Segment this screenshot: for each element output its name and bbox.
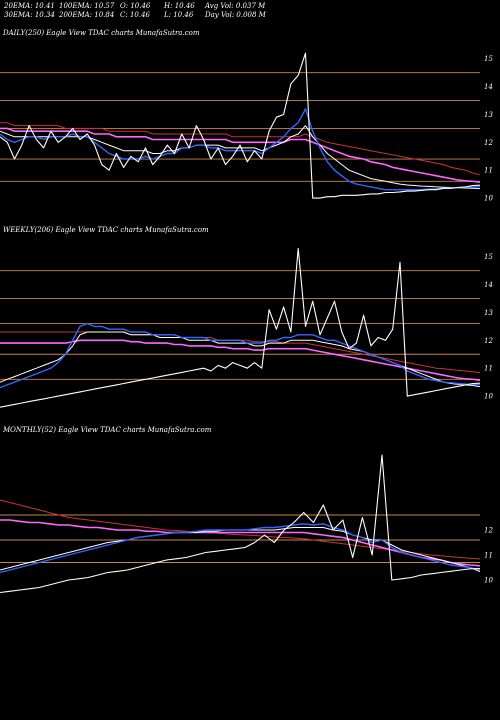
weekly-ema200-line bbox=[0, 331, 481, 374]
daily-price-line bbox=[0, 52, 481, 199]
ema100-readout: 100EMA: 10.57 bbox=[59, 2, 115, 10]
monthly-price-line bbox=[0, 454, 481, 594]
weekly-price-line bbox=[0, 247, 481, 408]
weekly-ema20-line bbox=[0, 322, 481, 389]
ema30-readout: 30EMA: 10.34 bbox=[4, 11, 55, 19]
daily-y-tick-label: 14 bbox=[484, 83, 493, 91]
monthly-ema30-line bbox=[0, 527, 481, 572]
monthly-y-tick-label: 12 bbox=[484, 527, 493, 535]
weekly-y-tick-label: 12 bbox=[484, 337, 493, 345]
weekly-y-tick-label: 15 bbox=[484, 253, 493, 261]
close-readout: C: 10.46 bbox=[120, 11, 150, 19]
low-readout: L: 10.46 bbox=[164, 11, 194, 19]
ema200-readout: 200EMA: 10.84 bbox=[59, 11, 115, 19]
weekly-ema100-line bbox=[0, 339, 481, 381]
daily-ema100-line bbox=[0, 127, 481, 183]
daily-y-tick-label: 12 bbox=[484, 139, 493, 147]
weekly-chart-label: WEEKLY(206) Eagle View TDAC charts Munaf… bbox=[3, 226, 209, 234]
daily-y-tick-label: 10 bbox=[484, 195, 493, 203]
monthly-y-tick-label: 10 bbox=[484, 577, 493, 585]
daily-y-tick-label: 11 bbox=[484, 167, 493, 175]
monthly-ema100-line bbox=[0, 519, 481, 567]
monthly-chart-label: MONTHLY(52) Eagle View TDAC charts Munaf… bbox=[3, 426, 212, 434]
ema20-readout: 20EMA: 10.41 bbox=[4, 2, 55, 10]
weekly-y-tick-label: 11 bbox=[484, 365, 493, 373]
monthly-y-tick-label: 11 bbox=[484, 552, 493, 560]
monthly-ema20-line bbox=[0, 523, 481, 574]
daily-y-tick-label: 15 bbox=[484, 55, 493, 63]
weekly-chart: 10 11 12 13 14 15 bbox=[0, 247, 493, 408]
weekly-y-tick-label: 10 bbox=[484, 393, 493, 401]
day-vol-readout: Day Vol: 0.008 M bbox=[205, 11, 266, 19]
monthly-chart: 10 11 12 bbox=[0, 454, 493, 594]
daily-y-tick-label: 13 bbox=[484, 111, 493, 119]
daily-ema20-line bbox=[0, 108, 481, 191]
daily-ema200-line bbox=[0, 122, 481, 176]
daily-chart-label: DAILY(250) Eagle View TDAC charts Munafa… bbox=[3, 29, 200, 37]
avg-vol-readout: Avg Vol: 0.037 M bbox=[205, 2, 266, 10]
daily-chart: 10 11 12 13 14 15 bbox=[0, 52, 493, 203]
weekly-y-tick-label: 14 bbox=[484, 281, 493, 289]
daily-ema30-line bbox=[0, 125, 481, 190]
open-readout: O: 10.46 bbox=[120, 2, 151, 10]
high-readout: H: 10.46 bbox=[164, 2, 195, 10]
weekly-y-tick-label: 13 bbox=[484, 309, 493, 317]
